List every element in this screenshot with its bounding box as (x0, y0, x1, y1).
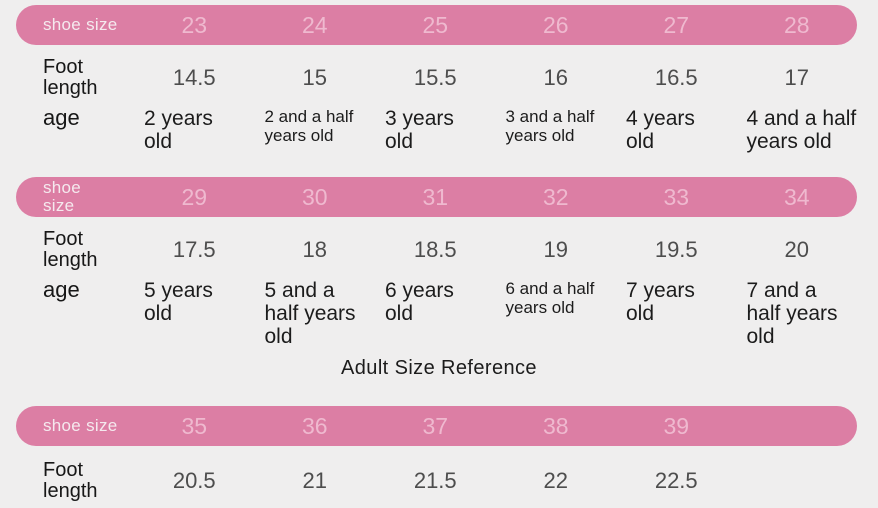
shoe-size-value: 34 (783, 183, 810, 210)
shoe-size-value: 28 (783, 11, 810, 38)
foot-length-value: 22 (543, 468, 568, 493)
shoe-size-value: 32 (542, 183, 569, 210)
shoe-size-value: 33 (663, 183, 690, 210)
foot-length-row-2: Foot length 17.5 18 18.5 19 19.5 20 (16, 229, 857, 271)
shoe-size-value: 35 (181, 412, 208, 439)
foot-length-value: 17.5 (172, 237, 216, 262)
age-value: 6 years old (385, 279, 454, 325)
foot-length-row-1: Foot length 14.5 15 15.5 16 16.5 17 (16, 57, 857, 99)
shoe-size-header-row-2: shoe size 29 30 31 32 33 34 (16, 177, 857, 217)
age-value: 7 and a half years old (746, 279, 838, 348)
shoe-size-value: 38 (542, 412, 569, 439)
foot-length-label: Foot length (43, 56, 98, 99)
age-value: 6 and a half years old (505, 279, 595, 317)
age-value: 7 years old (626, 279, 695, 325)
age-value: 5 years old (144, 279, 213, 325)
shoe-size-value: 31 (422, 183, 449, 210)
shoe-size-header-label: shoe size (43, 178, 82, 215)
shoe-size-header-label: shoe size (43, 416, 118, 435)
foot-length-value: 15 (302, 65, 327, 90)
shoe-size-header-row-1: shoe size 23 24 25 26 27 28 (16, 5, 857, 45)
foot-length-row-3: Foot length 20.5 21 21.5 22 22.5 (16, 460, 857, 502)
age-value: 4 and a half years old (746, 107, 857, 153)
foot-length-value: 15.5 (413, 65, 457, 90)
foot-length-label: Foot length (43, 459, 98, 502)
age-value: 2 and a half years old (264, 107, 354, 145)
shoe-size-value: 25 (422, 11, 449, 38)
size-chart-sheet: shoe size 23 24 25 26 27 28 Foot length … (0, 5, 878, 508)
shoe-size-header-row-3: shoe size 35 36 37 38 39 (16, 406, 857, 446)
foot-length-value: 19.5 (654, 237, 698, 262)
foot-length-value: 21.5 (413, 468, 457, 493)
shoe-size-value: 37 (422, 412, 449, 439)
shoe-size-value: 29 (181, 183, 208, 210)
age-value: 2 years old (144, 107, 213, 153)
foot-length-value: 16 (543, 65, 568, 90)
age-value: 3 and a half years old (505, 107, 595, 145)
shoe-size-header-label: shoe size (43, 15, 118, 34)
age-label: age (43, 277, 80, 302)
shoe-size-value: 30 (301, 183, 328, 210)
adult-size-reference-title: Adult Size Reference (341, 357, 537, 379)
shoe-size-value: 23 (181, 11, 208, 38)
age-label: age (43, 105, 80, 130)
age-value: 5 and a half years old (264, 279, 356, 348)
shoe-size-value: 24 (301, 11, 328, 38)
foot-length-value: 17 (784, 65, 809, 90)
foot-length-value: 16.5 (654, 65, 698, 90)
age-value: 3 years old (385, 107, 454, 153)
foot-length-value: 18.5 (413, 237, 457, 262)
age-row-2: age 5 years old 5 and a half years old 6… (16, 277, 857, 349)
foot-length-value: 19 (543, 237, 568, 262)
foot-length-value: 22.5 (654, 468, 698, 493)
foot-length-value: 21 (302, 468, 327, 493)
age-value: 4 years old (626, 107, 695, 153)
shoe-size-value: 26 (542, 11, 569, 38)
foot-length-label: Foot length (43, 228, 98, 271)
foot-length-value: 20 (784, 237, 809, 262)
foot-length-value: 14.5 (172, 65, 216, 90)
foot-length-value: 20.5 (172, 468, 216, 493)
shoe-size-value: 39 (663, 412, 690, 439)
foot-length-value: 18 (302, 237, 327, 262)
shoe-size-value: 36 (301, 412, 328, 439)
shoe-size-value: 27 (663, 11, 690, 38)
age-row-1: age 2 years old 2 and a half years old 3… (16, 107, 857, 155)
